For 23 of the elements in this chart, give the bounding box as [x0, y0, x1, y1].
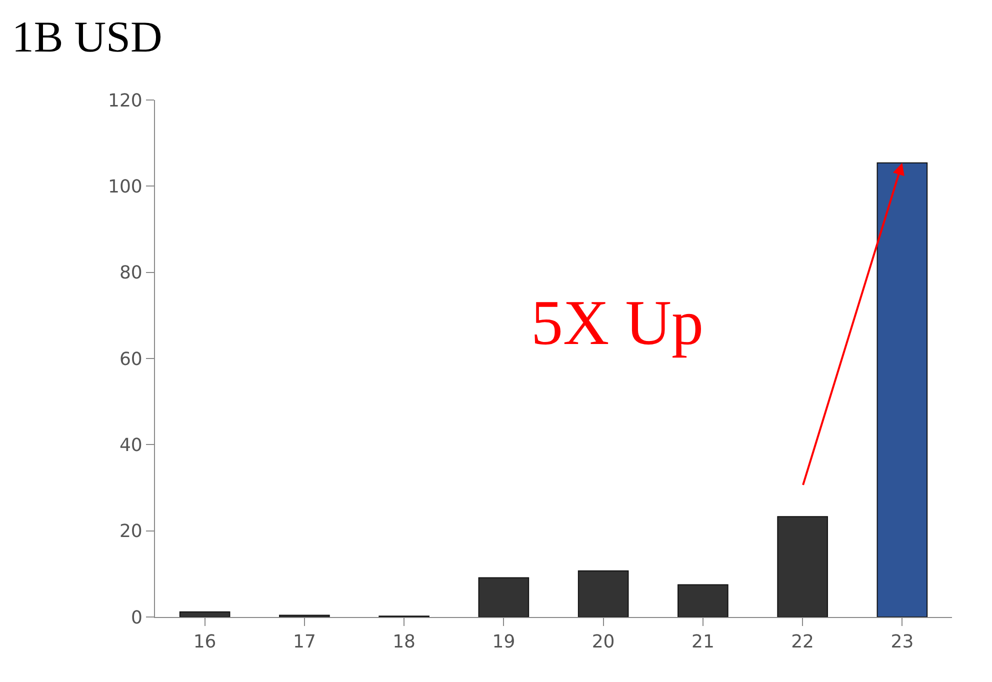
y-tick-label: 60	[119, 348, 142, 370]
y-tick-label: 80	[119, 262, 142, 284]
x-tick-label: 18	[392, 632, 416, 653]
bar	[777, 516, 828, 617]
chart-title: 1B USD	[12, 12, 162, 62]
bar	[179, 611, 230, 617]
x-tick-label: 17	[292, 632, 316, 653]
y-tick-label: 20	[119, 521, 142, 542]
x-tick-label: 22	[791, 632, 814, 653]
annotation: 5X Up	[531, 287, 704, 358]
x-tick-label: 23	[890, 632, 914, 653]
x-tick-label: 21	[691, 632, 714, 653]
bar	[578, 570, 629, 617]
bar	[478, 577, 530, 617]
y-tick-label: 0	[130, 607, 142, 628]
y-tick-label: 40	[119, 434, 142, 456]
bar	[876, 162, 928, 617]
y-tick-label: 100	[108, 176, 142, 198]
x-tick-label: 16	[193, 632, 216, 653]
x-tick-label: 20	[592, 632, 615, 653]
bar	[678, 584, 728, 617]
x-tick-label: 19	[492, 632, 516, 653]
y-tick-label: 120	[108, 90, 142, 112]
